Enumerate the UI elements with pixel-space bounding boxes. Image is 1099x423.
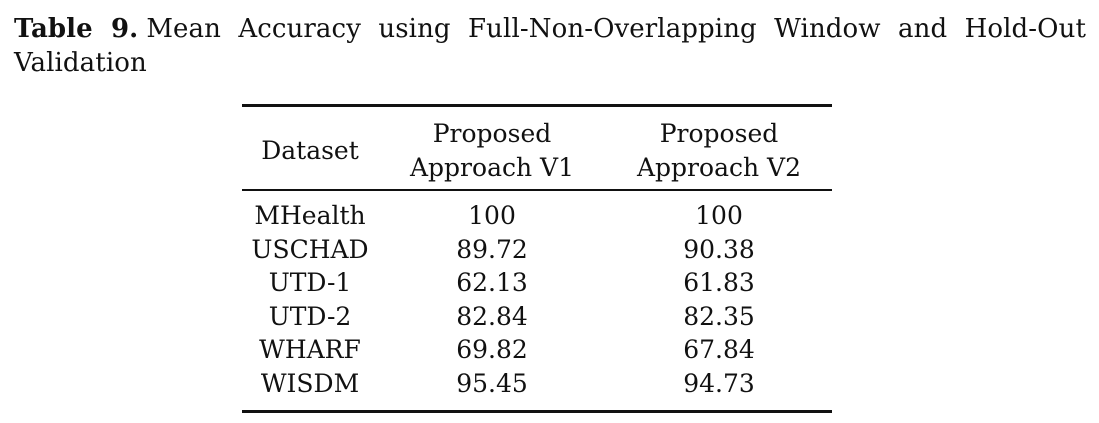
table-row: MHealth 100 100 bbox=[242, 190, 832, 233]
cell-v2: 82.35 bbox=[683, 301, 755, 331]
column-header-v2: Proposed Approach V2 bbox=[637, 119, 801, 182]
column-header-v1: Proposed Approach V1 bbox=[410, 119, 574, 182]
table-row: USCHAD 89.72 90.38 bbox=[242, 233, 832, 267]
results-table: Dataset Proposed Approach V1 Proposed Ap… bbox=[242, 104, 832, 413]
table-row: UTD-1 62.13 61.83 bbox=[242, 266, 832, 300]
results-table-container: Dataset Proposed Approach V1 Proposed Ap… bbox=[242, 104, 832, 413]
table-row: UTD-2 82.84 82.35 bbox=[242, 300, 832, 334]
column-header-dataset: Dataset bbox=[261, 136, 359, 165]
table-caption: Table 9. Mean Accuracy using Full-Non-Ove… bbox=[14, 12, 1086, 80]
cell-v2: 94.73 bbox=[683, 368, 755, 398]
cell-v1: 95.45 bbox=[456, 368, 528, 398]
cell-v1: 100 bbox=[468, 201, 516, 230]
cell-v1: 62.13 bbox=[456, 268, 528, 297]
caption-text: Mean Accuracy using Full-Non-Overlapping… bbox=[14, 14, 1086, 78]
cell-v1: 69.82 bbox=[456, 335, 528, 364]
cell-v2: 90.38 bbox=[683, 234, 755, 264]
cell-v2: 67.84 bbox=[683, 335, 755, 364]
cell-dataset: WHARF bbox=[259, 335, 361, 364]
cell-v2: 100 bbox=[695, 201, 743, 230]
cell-v2: 61.83 bbox=[683, 268, 755, 297]
table-body: MHealth 100 100 USCHAD 89.72 90.38 UTD-1 62.13 6… bbox=[242, 190, 832, 412]
table-row: WHARF 69.82 67.84 bbox=[242, 333, 832, 367]
cell-v1: 82.84 bbox=[456, 301, 528, 331]
cell-v1: 89.72 bbox=[456, 234, 528, 264]
cell-dataset: UTD-1 bbox=[268, 268, 352, 297]
cell-dataset: MHealth bbox=[254, 201, 366, 230]
cell-dataset: WISDM bbox=[260, 368, 360, 398]
cell-dataset: USCHAD bbox=[251, 234, 369, 264]
cell-dataset: UTD-2 bbox=[268, 301, 352, 331]
table-header-row: Dataset Proposed Approach V1 Proposed Ap… bbox=[242, 105, 832, 190]
table-row: WISDM 95.45 94.73 bbox=[242, 367, 832, 412]
caption-label: Table 9. bbox=[14, 14, 139, 44]
